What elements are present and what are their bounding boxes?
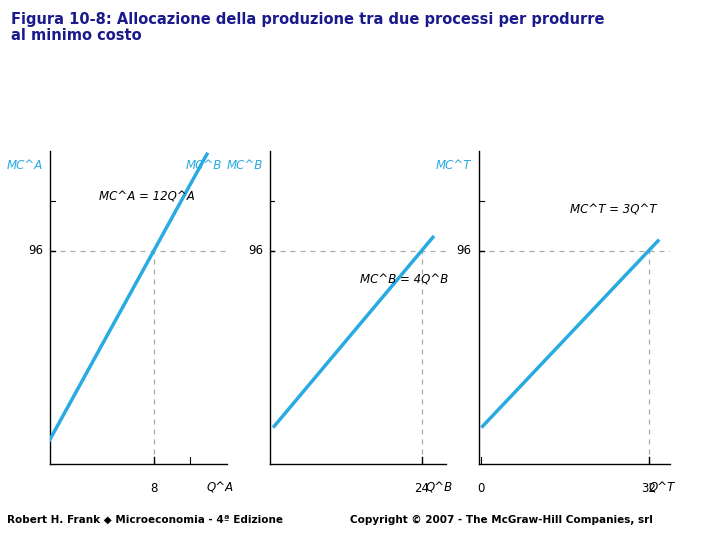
Text: MC^B = 4Q^B: MC^B = 4Q^B [360, 274, 448, 287]
Text: Q^A: Q^A [207, 482, 233, 495]
Text: Mc
Graw
Hill: Mc Graw Hill [685, 505, 708, 535]
Text: Figura 10-8: Allocazione della produzione tra due processi per produrre: Figura 10-8: Allocazione della produzion… [11, 12, 604, 27]
Text: 24: 24 [414, 482, 429, 495]
Text: Q^B: Q^B [426, 482, 453, 495]
Text: MC^T: MC^T [436, 159, 471, 172]
Text: 8: 8 [150, 482, 158, 495]
Text: MC^A = 12Q^A: MC^A = 12Q^A [99, 191, 195, 204]
Text: 0: 0 [478, 482, 485, 495]
Text: 96: 96 [456, 244, 471, 257]
Text: Robert H. Frank ◆ Microeconomia - 4ª Edizione: Robert H. Frank ◆ Microeconomia - 4ª Edi… [6, 515, 283, 525]
Text: MC^B: MC^B [186, 159, 222, 172]
Text: 32: 32 [642, 482, 656, 495]
Text: 96: 96 [248, 244, 263, 257]
Text: 96: 96 [28, 244, 43, 257]
Text: Copyright © 2007 - The McGraw-Hill Companies, srl: Copyright © 2007 - The McGraw-Hill Compa… [350, 515, 653, 525]
Text: MC^A: MC^A [7, 159, 43, 172]
Text: MC^T = 3Q^T: MC^T = 3Q^T [570, 204, 657, 217]
Text: Q^T: Q^T [649, 482, 675, 495]
Text: al minimo costo: al minimo costo [11, 28, 141, 43]
Text: MC^B: MC^B [227, 159, 263, 172]
